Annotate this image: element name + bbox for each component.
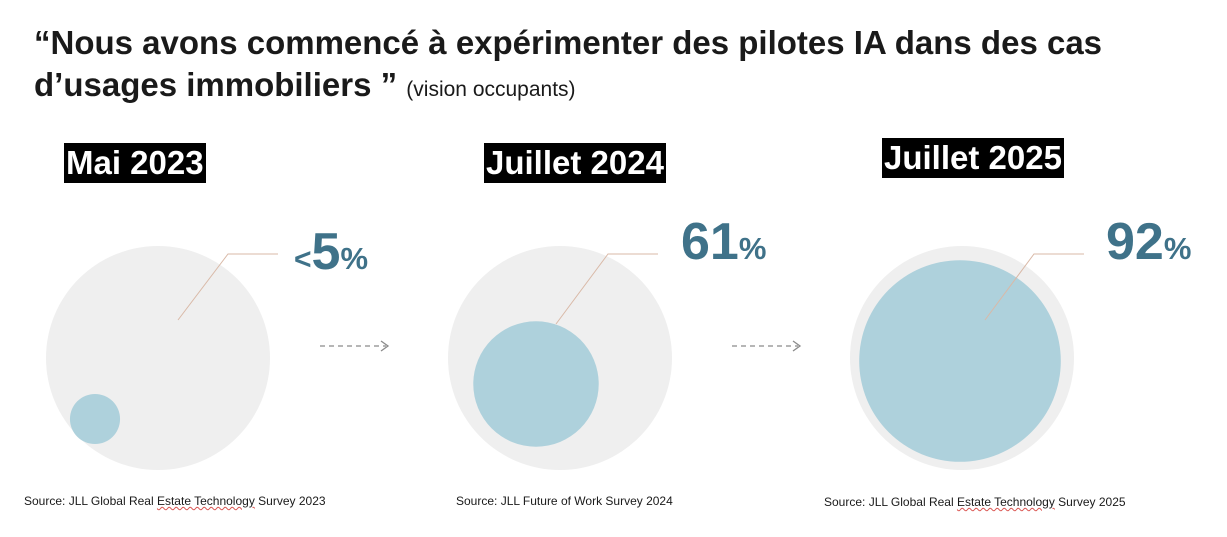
value-circle-juillet-2024 [473,321,599,447]
arrow-head-2 [792,340,802,352]
source-text: Source: JLL Global Real [824,495,957,509]
source-2025: Source: JLL Global Real Estate Technolog… [824,495,1126,509]
value-circle-mai-2023 [69,393,121,445]
circles-layer [46,246,1074,470]
arrows-layer [320,340,802,352]
source-text-flagged: Estate Technology [956,495,1055,509]
value-label-2024: 61% [681,212,766,272]
leader-line-juillet-2024 [555,253,658,325]
period-label-2023: Mai 2023 [64,143,206,183]
source-text-end: Survey 2023 [254,494,326,508]
value-number: 92 [1106,213,1164,271]
value-prefix: < [294,243,312,276]
source-text-flagged: Estate Technology [156,494,255,508]
source-text: Source: JLL Global Real [24,494,157,508]
value-unit: % [738,231,767,266]
value-unit: % [1163,231,1192,266]
chart-title: “Nous avons commencé à expérimenter des … [34,22,1194,111]
value-circle-juillet-2025 [859,260,1061,462]
arrow-head-1 [380,340,390,352]
leader-lines-layer [177,253,1084,325]
title-subtitle: (vision occupants) [406,78,576,101]
title-text: “Nous avons commencé à expérimenter des … [34,24,1103,103]
value-label-2023: <5% [294,222,368,282]
value-number: 5 [311,223,341,281]
source-2024: Source: JLL Future of Work Survey 2024 [456,494,673,508]
period-label-2024: Juillet 2024 [484,143,666,183]
value-number: 61 [681,213,739,271]
value-label-2025: 92% [1106,212,1191,272]
period-label-2025: Juillet 2025 [882,138,1064,178]
value-unit: % [340,241,369,276]
source-text-end: Survey 2025 [1054,495,1126,509]
leader-line-mai-2023 [177,253,278,321]
source-2023: Source: JLL Global Real Estate Technolog… [24,494,326,508]
source-text: Source: JLL Future of Work Survey 2024 [456,494,673,508]
leader-line-juillet-2025 [984,253,1084,321]
